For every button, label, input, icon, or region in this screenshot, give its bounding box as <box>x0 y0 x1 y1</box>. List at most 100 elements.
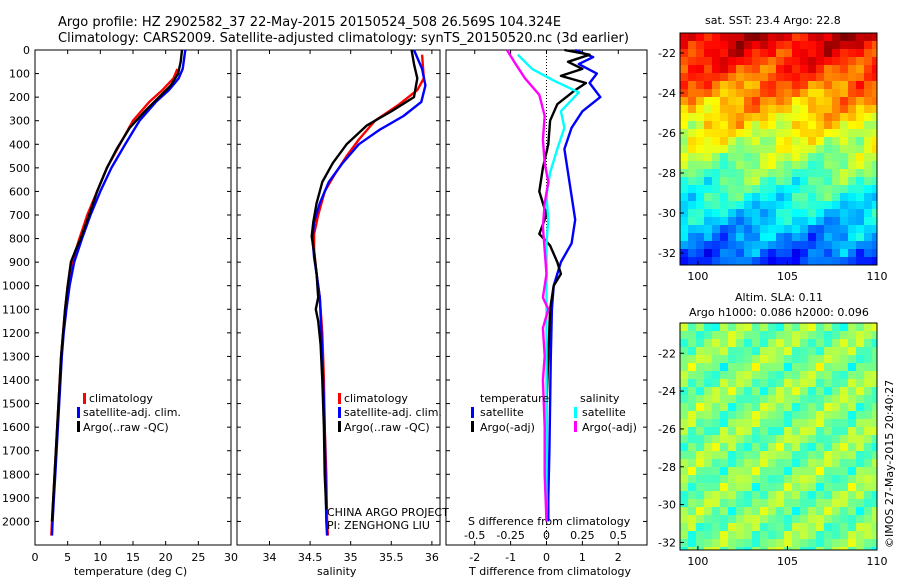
sst-cell <box>784 81 793 90</box>
sla-cell <box>848 531 857 540</box>
sst-cell <box>680 105 689 114</box>
sst-cell <box>824 57 833 66</box>
sla-cell <box>776 515 785 524</box>
sst-cell <box>704 201 713 210</box>
sst-cell <box>688 97 697 106</box>
sla-cell <box>856 387 865 396</box>
sla-cell <box>712 411 721 420</box>
sst-cell <box>864 81 873 90</box>
sst-cell <box>744 225 753 234</box>
sst-cell <box>808 193 817 202</box>
sst-cell <box>744 73 753 82</box>
sla-cell <box>784 403 793 412</box>
sst-cell <box>864 209 873 218</box>
sst-cell <box>696 49 705 58</box>
sst-cell <box>776 105 785 114</box>
sst-cell <box>800 97 809 106</box>
sst-cell <box>808 89 817 98</box>
sla-cell <box>760 475 769 484</box>
sla-cell <box>744 347 753 356</box>
sst-cell <box>800 153 809 162</box>
sla-cell <box>784 347 793 356</box>
sla-cell <box>688 483 697 492</box>
sst-cell <box>848 33 857 42</box>
sst-cell <box>728 49 737 58</box>
sla-cell <box>744 379 753 388</box>
sla-cell <box>856 355 865 364</box>
sst-cell <box>776 225 785 234</box>
sst-cell <box>744 129 753 138</box>
sst-cell <box>784 33 793 42</box>
sla-cell <box>848 419 857 428</box>
sst-cell <box>712 217 721 226</box>
sla-cell <box>832 507 841 516</box>
sst-cell <box>792 145 801 154</box>
sla-cell <box>864 451 873 460</box>
sla-cell <box>680 539 689 548</box>
sla-cell <box>784 507 793 516</box>
sst-cell <box>864 121 873 130</box>
sla-cell <box>816 467 825 476</box>
sla-cell <box>824 371 833 380</box>
sst-cell <box>872 129 881 138</box>
sla-cell <box>864 507 873 516</box>
sst-cell <box>752 185 761 194</box>
sst-cell <box>744 257 753 266</box>
sla-cell <box>840 419 849 428</box>
sla-cell <box>752 491 761 500</box>
sla-cell <box>832 523 841 532</box>
sst-cell <box>816 145 825 154</box>
sla-cell <box>688 339 697 348</box>
sst-cell <box>832 33 841 42</box>
sla-cell <box>872 331 881 340</box>
x-tick-label: -2 <box>469 551 480 564</box>
sla-cell <box>824 531 833 540</box>
sst-cell <box>680 185 689 194</box>
sst-cell <box>720 97 729 106</box>
sla-cell <box>840 451 849 460</box>
sla-cell <box>728 355 737 364</box>
sst-cell <box>760 129 769 138</box>
sst-cell <box>760 161 769 170</box>
sst-cell <box>760 257 769 266</box>
sla-cell <box>840 459 849 468</box>
legend-label-argo: Argo(..raw -QC) <box>344 421 430 434</box>
sst-cell <box>728 65 737 74</box>
sla-cell <box>704 515 713 524</box>
sst-cell <box>728 33 737 42</box>
sla-cell <box>688 403 697 412</box>
sla-cell <box>800 491 809 500</box>
sst-cell <box>784 41 793 50</box>
sla-cell <box>728 331 737 340</box>
sla-cell <box>736 547 745 556</box>
y-tick-label: 1500 <box>2 398 30 411</box>
sst-cell <box>792 193 801 202</box>
sst-cell <box>832 201 841 210</box>
sst-cell <box>800 33 809 42</box>
sla-cell <box>736 411 745 420</box>
legend-label-s-satellite: satellite <box>582 406 626 419</box>
sla-cell <box>696 467 705 476</box>
sla-cell <box>728 507 737 516</box>
sst-cell <box>808 169 817 178</box>
sla-cell <box>704 403 713 412</box>
sla-cell <box>792 499 801 508</box>
sla-cell <box>824 467 833 476</box>
sst-cell <box>776 41 785 50</box>
sla-cell <box>680 459 689 468</box>
sst-cell <box>696 137 705 146</box>
sst-cell <box>848 137 857 146</box>
sst-cell <box>744 209 753 218</box>
sst-cell <box>712 193 721 202</box>
sst-cell <box>856 201 865 210</box>
sst-cell <box>688 137 697 146</box>
salinity-legend: climatology satellite-adj. clim. Argo(..… <box>338 392 442 434</box>
sla-cell <box>688 443 697 452</box>
lon-tick-label: 105 <box>777 270 798 283</box>
imos-credit: ©IMOS 27-May-2015 20:40:27 <box>883 380 896 548</box>
sst-cell <box>848 121 857 130</box>
sla-cell <box>856 539 865 548</box>
sla-cell <box>776 339 785 348</box>
sst-cell <box>856 209 865 218</box>
sst-cell <box>680 145 689 154</box>
